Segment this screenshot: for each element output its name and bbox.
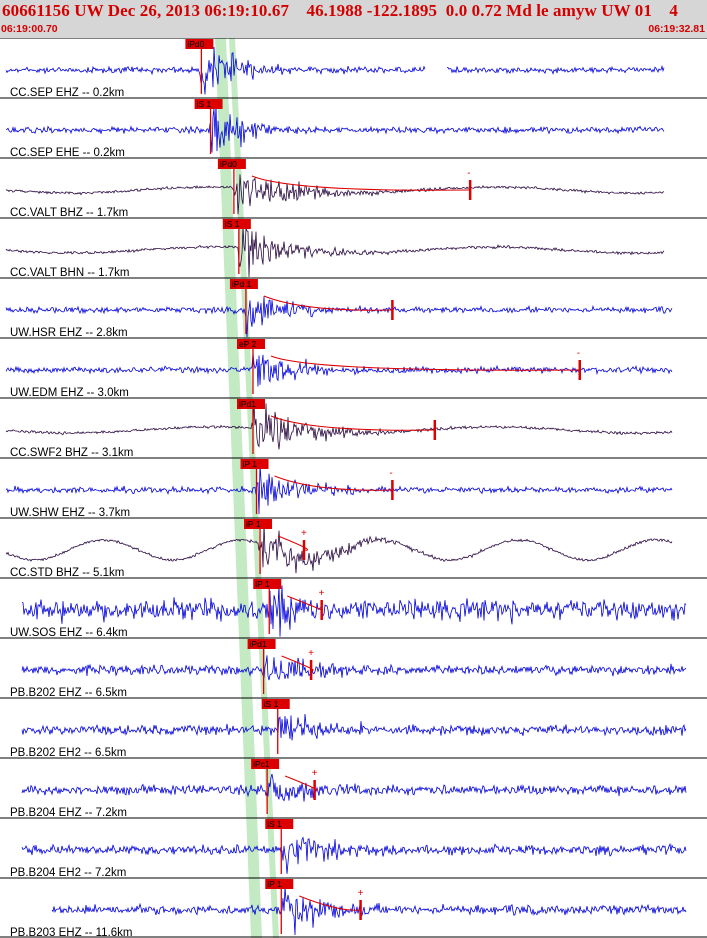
end-time: 06:19:32.81: [648, 23, 705, 35]
coda-sign: -: [389, 468, 392, 479]
trace-panel: iS 1 CC.SEP EHE -- 0.2km: [0, 97, 707, 159]
pick-label: iS 1: [264, 699, 279, 709]
waveform-trace: [5, 46, 665, 95]
pick-label: iP 1: [246, 519, 261, 529]
pick-label: iPd1: [239, 399, 256, 409]
waveform-trace: [5, 522, 673, 574]
pick-label: iPc1: [253, 759, 270, 769]
trace-panel: iS 1 PB.B204 EH2 -- 7.2km: [0, 817, 707, 879]
trace-panel: iS 1 PB.B202 EH2 -- 6.5km: [0, 697, 707, 759]
trace-panel: iPd0 - CC.VALT BHZ -- 1.7km: [0, 157, 707, 219]
pick-label-box: [251, 759, 280, 769]
pick-label-box: [185, 39, 214, 49]
coda-sign: -: [467, 168, 470, 179]
waveform-trace: [5, 227, 665, 278]
coda-sign: +: [301, 528, 307, 539]
station-label: UW.SHW EHZ -- 3.7km: [10, 507, 130, 519]
waveform-trace: [5, 402, 673, 450]
pick-label: iP 1: [255, 579, 270, 589]
pick-label: iS 1: [225, 219, 240, 229]
trace-panel: iP 1 - UW.SHW EHZ -- 3.7km: [0, 457, 707, 519]
timing-window-bands: [215, 38, 279, 938]
station-label: UW.EDM EHZ -- 3.0km: [10, 387, 129, 399]
trace-panel: iP 1 + PB.B203 EHZ -- 11.6km: [0, 877, 707, 938]
station-label: CC.SEP EHE -- 0.2km: [10, 147, 125, 159]
pick-label-box: [253, 579, 282, 589]
pick-label: iS 1: [197, 99, 212, 109]
station-label: CC.SEP EHZ -- 0.2km: [10, 87, 124, 99]
pick-label-box: [236, 339, 265, 349]
pick-label: iP 1: [243, 459, 258, 469]
pick-label-box: [240, 459, 269, 469]
event-title: 60661156 UW Dec 26, 2013 06:19:10.67 46.…: [2, 1, 678, 20]
station-label: CC.VALT BHN -- 1.7km: [10, 267, 130, 279]
station-label: PB.B202 EHZ -- 6.5km: [10, 687, 127, 699]
waveform-trace: [5, 296, 673, 338]
coda-curve: [263, 295, 393, 311]
trace-panel: iPd1 CC.SWF2 BHZ -- 3.1km: [0, 397, 707, 459]
pick-label: iP 1: [267, 879, 282, 889]
station-label: UW.SOS EHZ -- 6.4km: [10, 627, 128, 639]
pick-label: iPd1: [250, 639, 267, 649]
coda-curve: [270, 355, 580, 371]
waveform-trace: [21, 773, 687, 802]
pick-label-box: [236, 399, 265, 409]
station-label: CC.VALT BHZ -- 1.7km: [10, 207, 128, 219]
pick-label-box: [247, 639, 276, 649]
waveform-trace: [21, 584, 687, 637]
waveform-trace: [21, 713, 687, 741]
waveform-trace: [51, 886, 687, 936]
pick-label-box: [229, 279, 258, 289]
trace-panel: iPc1 + PB.B204 EHZ -- 7.2km: [0, 757, 707, 819]
coda-curve: [274, 475, 393, 491]
coda-sign: +: [358, 888, 364, 899]
trace-panel: iPd1 + PB.B202 EHZ -- 6.5km: [0, 637, 707, 699]
trace-panel: iS 1 CC.VALT BHN -- 1.7km: [0, 217, 707, 279]
pick-label: iPd0: [220, 159, 237, 169]
station-label: PB.B202 EH2 -- 6.5km: [10, 747, 126, 759]
trace-panel: iP 1 + CC.STD BHZ -- 5.1km: [0, 517, 707, 579]
station-label: CC.SWF2 BHZ -- 3.1km: [10, 447, 133, 459]
station-label: UW.HSR EHZ -- 2.8km: [10, 327, 128, 339]
pick-label-box: [265, 819, 294, 829]
pick-label: iPd0: [187, 39, 204, 49]
pick-label-box: [244, 519, 273, 529]
pick-label-box: [217, 159, 246, 169]
station-label: PB.B203 EHZ -- 11.6km: [10, 927, 133, 938]
start-time: 06:19:00.70: [1, 23, 58, 35]
trace-panel: iPd0 CC.SEP EHZ -- 0.2km: [0, 38, 707, 99]
coda-curve: [299, 895, 361, 911]
waveform-trace: [5, 103, 665, 153]
station-label: CC.STD BHZ -- 5.1km: [10, 567, 124, 579]
waveform-trace: [5, 352, 673, 387]
coda-sign: +: [308, 648, 314, 659]
coda-curve: [251, 175, 471, 191]
waveform-trace: [21, 836, 687, 874]
pick-label-box: [261, 699, 290, 709]
station-label: PB.B204 EH2 -- 7.2km: [10, 867, 126, 879]
trace-panel: iPd 1 UW.HSR EHZ -- 2.8km: [0, 277, 707, 339]
coda-sign: +: [319, 588, 325, 599]
coda-sign: +: [312, 768, 318, 779]
pick-label: eP 2: [239, 339, 257, 349]
event-header: 60661156 UW Dec 26, 2013 06:19:10.67 46.…: [0, 0, 707, 38]
pick-label-box: [194, 99, 223, 109]
coda-sign: -: [577, 348, 580, 359]
trace-panel: iP 1 + UW.SOS EHZ -- 6.4km: [0, 577, 707, 639]
waveform-trace: [5, 174, 665, 215]
pick-label-box: [222, 219, 251, 229]
timing-window-band: [215, 38, 262, 938]
trace-panel: eP 2 - UW.EDM EHZ -- 3.0km: [0, 337, 707, 399]
pick-label-box: [265, 879, 294, 889]
waveform-trace: [21, 655, 687, 681]
seismogram-plot: iPd0 CC.SEP EHZ -- 0.2km iS 1 CC.SEP EHE --…: [0, 38, 707, 938]
station-label: PB.B204 EHZ -- 7.2km: [10, 807, 127, 819]
pick-label: iS 1: [267, 819, 282, 829]
coda-curve: [270, 415, 435, 431]
pick-label: iPd 1: [232, 279, 252, 289]
